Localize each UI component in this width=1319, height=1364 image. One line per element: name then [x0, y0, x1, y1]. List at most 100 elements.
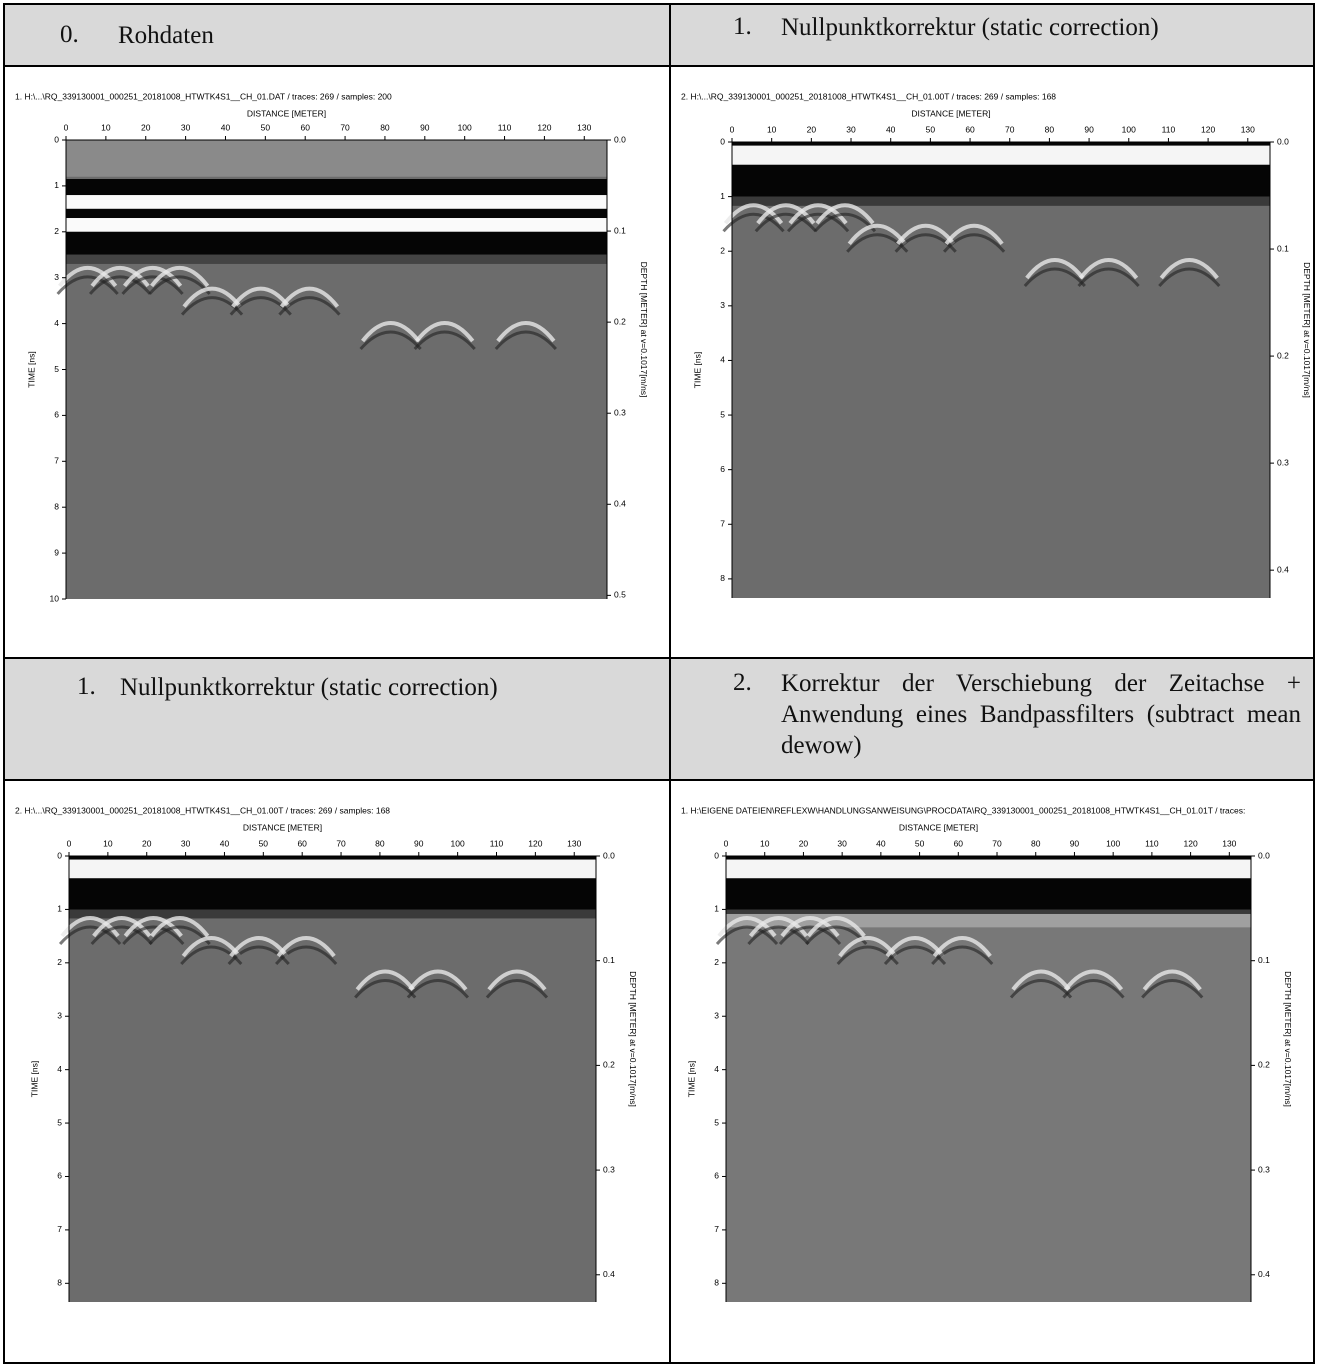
y2-tick-label: 0.2	[1258, 1060, 1270, 1070]
y-tick-label: 3	[720, 300, 725, 310]
x-tick-label: 30	[837, 838, 847, 848]
reflection	[942, 233, 1006, 253]
y-tick-label: 6	[714, 1171, 719, 1181]
x-tick-label: 110	[498, 122, 512, 132]
reflection	[1159, 258, 1219, 280]
radar-band	[726, 859, 1251, 879]
reflection	[415, 321, 475, 343]
reflection	[931, 945, 994, 966]
x-tick-label: 130	[567, 838, 581, 848]
y2-tick-label: 0.3	[1277, 457, 1289, 467]
reflection	[359, 330, 422, 351]
x-tick-label: 70	[340, 122, 350, 132]
reflection	[123, 916, 183, 938]
x-tick-label: 50	[261, 122, 271, 132]
reflection	[406, 979, 470, 999]
x-tick-label: 120	[528, 838, 542, 848]
x-axis-label: DISTANCE [METER]	[243, 822, 322, 832]
x-tick-label: 110	[490, 838, 504, 848]
x-tick-label: 20	[141, 122, 151, 132]
reflection	[122, 266, 183, 288]
y2-axis-label: DEPTH [METER] at v=0.1017[m/ns]	[639, 262, 649, 398]
x-tick-label: 10	[101, 122, 111, 132]
y2-tick-label: 0.1	[614, 225, 626, 235]
x-tick-label: 90	[420, 122, 430, 132]
reflection	[747, 925, 810, 945]
reflection	[1025, 258, 1085, 280]
y-tick-label: 7	[54, 456, 59, 466]
x-tick-label: 70	[336, 838, 346, 848]
radar-band	[726, 909, 1251, 919]
radar-band	[66, 208, 607, 219]
x-tick-label: 0	[64, 122, 69, 132]
reflection	[56, 275, 119, 295]
y-tick-label: 9	[54, 547, 59, 557]
reflection	[231, 286, 291, 308]
y-axis-label: TIME [ns]	[692, 352, 702, 388]
y-axis-label: TIME [ns]	[26, 351, 36, 387]
x-tick-label: 80	[380, 122, 390, 132]
heading: Korrektur der Verschiebung der Zeitachse…	[781, 670, 1301, 759]
y2-tick-label: 0.4	[603, 1269, 615, 1279]
x-tick-label: 40	[886, 124, 896, 134]
heading-number: 0.	[60, 21, 79, 48]
y-tick-label: 4	[720, 355, 725, 365]
y2-tick-label: 0.3	[614, 407, 626, 417]
x-tick-label: 130	[577, 122, 591, 132]
reflection	[92, 916, 152, 938]
x-tick-label: 50	[926, 124, 936, 134]
y-axis-label: TIME [ns]	[29, 1061, 39, 1097]
x-tick-label: 0	[730, 124, 735, 134]
y2-tick-label: 0.3	[603, 1164, 615, 1174]
x-tick-label: 120	[537, 122, 551, 132]
reflection	[815, 203, 875, 225]
y2-tick-label: 0.0	[1258, 850, 1270, 860]
reflection	[182, 286, 242, 308]
y-tick-label: 4	[54, 318, 59, 328]
radar-band	[69, 856, 596, 860]
radar-band	[732, 196, 1270, 206]
reflection	[487, 969, 547, 991]
radar-band	[66, 254, 607, 264]
x-tick-label: 50	[915, 838, 925, 848]
y2-tick-label: 0.4	[1277, 564, 1289, 574]
x-tick-label: 10	[767, 124, 777, 134]
x-tick-label: 80	[1031, 838, 1041, 848]
caption: 1. H:\...\RQ_339130001_000251_20181008_H…	[15, 91, 392, 101]
radar-band	[726, 856, 1251, 860]
y-tick-label: 2	[720, 245, 725, 255]
reflection	[496, 321, 556, 343]
reflection	[1077, 267, 1140, 287]
x-tick-label: 20	[799, 838, 809, 848]
x-tick-label: 30	[181, 838, 191, 848]
y2-axis-label: DEPTH [METER] at v=0.1017[m/ns]	[628, 971, 638, 1107]
caption: 2. H:\...\RQ_339130001_000251_20181008_H…	[15, 805, 390, 815]
x-tick-label: 40	[220, 838, 230, 848]
y2-axis-label: DEPTH [METER] at v=0.1017[m/ns]	[1283, 971, 1293, 1107]
y2-tick-label: 0.5	[614, 590, 626, 600]
y-tick-label: 0	[54, 134, 59, 144]
y-tick-label: 0	[714, 850, 719, 860]
y2-tick-label: 0.1	[603, 955, 615, 965]
reflection	[122, 925, 185, 945]
y2-tick-label: 0.4	[614, 499, 626, 509]
reflection	[786, 212, 850, 233]
x-tick-label: 30	[846, 124, 856, 134]
reflection	[1011, 969, 1071, 991]
caption: 1. H:\EIGENE DATEIEN\REFLEXW\HANDLUNGSAN…	[681, 805, 1245, 815]
reflection	[58, 925, 122, 945]
reflection	[1158, 267, 1221, 287]
y2-tick-label: 0.0	[603, 850, 615, 860]
heading-number: 1.	[77, 673, 96, 700]
y-tick-label: 6	[54, 410, 59, 420]
reflection	[722, 212, 785, 233]
y2-tick-label: 0.1	[1277, 243, 1289, 253]
y-tick-label: 2	[714, 957, 719, 967]
reflection	[1023, 267, 1086, 287]
x-axis-label: DISTANCE [METER]	[247, 108, 326, 118]
y2-axis-label: DEPTH [METER] at v=0.1017[m/ns]	[1302, 262, 1312, 398]
x-tick-label: 120	[1184, 838, 1198, 848]
reflection	[780, 916, 840, 938]
radargram: 2. H:\...\RQ_339130001_000251_20181008_H…	[15, 805, 638, 1302]
